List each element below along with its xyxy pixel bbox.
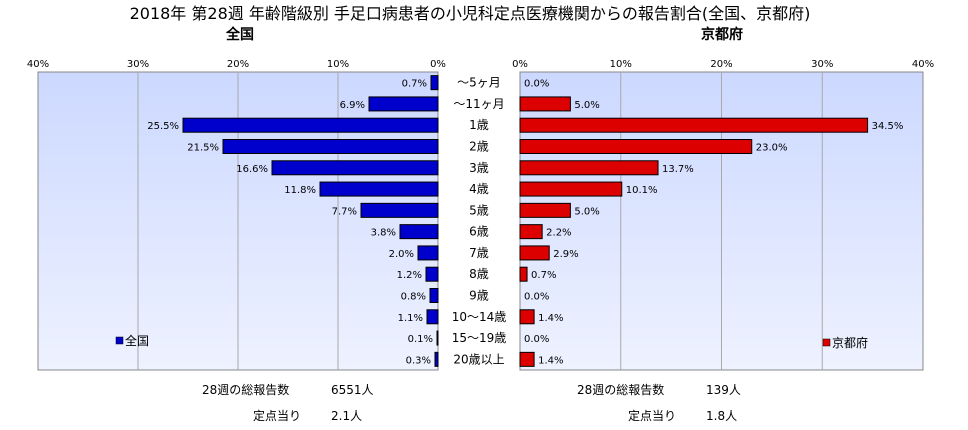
national-bar (360, 202, 439, 218)
national-value-label: 21.5% (187, 143, 219, 154)
legend-kyoto-label: 京都府 (832, 335, 868, 350)
national-bar (271, 160, 439, 176)
category-label: ～11ヶ月 (453, 97, 504, 111)
national-value-label: 3.8% (371, 228, 396, 239)
legend-national-swatch (115, 336, 124, 345)
kyoto-value-label: 0.0% (524, 292, 549, 303)
national-bar (425, 266, 439, 282)
right-tick-label: 30% (811, 59, 833, 70)
kyoto-value-label: 1.4% (538, 313, 563, 324)
right-tick-label: 20% (710, 59, 732, 70)
kyoto-bar (519, 309, 535, 325)
kyoto-value-label: 13.7% (662, 164, 694, 175)
kyoto-bar (519, 117, 869, 133)
kyoto-value-label: 0.0% (524, 334, 549, 345)
national-bar (434, 351, 439, 367)
category-labels: ～5ヶ月 ～11ヶ月 1歳 2歳 3歳 4歳 5歳 6歳 7歳 8歳 9歳 10～14歳 15～19歳 2… (452, 76, 507, 367)
national-bar (399, 224, 439, 240)
category-label: 9歳 (469, 289, 489, 303)
legend-national-label: 全国 (125, 333, 149, 348)
national-bar (417, 245, 439, 261)
national-value-label: 0.8% (401, 292, 426, 303)
left-tick-label: 30% (127, 59, 149, 70)
right-tick-label: 10% (610, 59, 632, 70)
kyoto-value-label: 10.1% (626, 185, 658, 196)
left-tick-label: 20% (227, 59, 249, 70)
legend-kyoto-swatch (822, 338, 831, 347)
kyoto-per-label: 定点当り (628, 408, 676, 423)
kyoto-bar (519, 266, 528, 282)
kyoto-bar (519, 224, 543, 240)
national-total-label: 28週の総報告数 (202, 382, 289, 397)
kyoto-value-label: 23.0% (756, 143, 788, 154)
right-panel-title: 京都府 (701, 26, 743, 43)
legend-kyoto: 京都府 (822, 335, 868, 350)
kyoto-bar (519, 181, 623, 197)
national-bar (368, 96, 439, 112)
kyoto-bar (519, 245, 550, 261)
kyoto-value-label: 34.5% (872, 121, 904, 132)
left-panel-title: 全国 (225, 26, 254, 43)
national-bar (182, 117, 439, 133)
bars (182, 75, 869, 367)
left-tick-label: 40% (27, 59, 49, 70)
category-label: ～5ヶ月 (457, 76, 501, 90)
category-label: 1歳 (469, 118, 489, 132)
kyoto-value-label: 5.0% (574, 206, 599, 217)
category-label: 4歳 (469, 182, 489, 196)
kyoto-value-label: 5.0% (574, 100, 599, 111)
kyoto-value-label: 2.2% (546, 228, 571, 239)
national-per-label: 定点当り (253, 408, 301, 423)
kyoto-bar (519, 96, 571, 112)
national-value-label: 16.6% (236, 164, 268, 175)
legend-national: 全国 (115, 333, 149, 348)
kyoto-value-label: 1.4% (538, 355, 563, 366)
national-bar (429, 288, 439, 303)
national-bar (436, 330, 439, 346)
national-total-value: 6551人 (331, 383, 374, 397)
kyoto-value-label: 0.0% (524, 79, 549, 90)
category-label: 5歳 (469, 203, 489, 217)
national-value-label: 1.2% (397, 270, 422, 281)
category-label: 7歳 (469, 246, 489, 260)
kyoto-total-value: 139人 (706, 383, 741, 397)
axis-ticks: 0% 10% 20% 30% 40% 0% 10% 20% 30% 40% (27, 59, 934, 70)
national-value-label: 0.7% (402, 79, 427, 90)
category-label: 10～14歳 (452, 310, 507, 324)
kyoto-per-value: 1.8人 (706, 409, 737, 423)
category-label: 3歳 (469, 161, 489, 175)
national-value-label: 11.8% (284, 185, 316, 196)
right-tick-label: 0% (512, 59, 528, 70)
left-tick-label: 0% (430, 59, 446, 70)
national-bar (319, 181, 439, 197)
national-value-label: 0.1% (408, 334, 433, 345)
national-per-value: 2.1人 (331, 409, 362, 423)
kyoto-bar (519, 139, 753, 154)
kyoto-bar (519, 160, 659, 176)
category-label: 8歳 (469, 267, 489, 281)
kyoto-total-label: 28週の総報告数 (577, 382, 664, 397)
national-value-label: 25.5% (147, 121, 179, 132)
national-value-label: 2.0% (389, 249, 414, 260)
kyoto-value-label: 0.7% (531, 270, 556, 281)
national-value-label: 7.7% (332, 206, 357, 217)
national-value-label: 0.3% (406, 355, 431, 366)
kyoto-bar (519, 202, 571, 218)
value-labels: 0.7% 0.0% 6.9% 5.0% 25.5% 34.5% 21.5% 23.0% 16.6… (147, 79, 903, 367)
category-label: 20歳以上 (453, 352, 504, 366)
kyoto-value-label: 2.9% (553, 249, 578, 260)
category-label: 15～19歳 (452, 331, 507, 345)
national-bar (222, 139, 439, 154)
category-label: 2歳 (469, 140, 489, 154)
category-label: 6歳 (469, 225, 489, 239)
national-bar (430, 75, 439, 91)
right-tick-label: 40% (912, 59, 934, 70)
national-value-label: 6.9% (340, 100, 365, 111)
chart-title: 2018年 第28週 年齢階級別 手足口病患者の小児科定点医療機関からの報告割合… (130, 4, 811, 23)
national-bar (426, 309, 439, 325)
kyoto-bar (519, 351, 535, 367)
national-value-label: 1.1% (398, 313, 423, 324)
left-tick-label: 10% (327, 59, 349, 70)
